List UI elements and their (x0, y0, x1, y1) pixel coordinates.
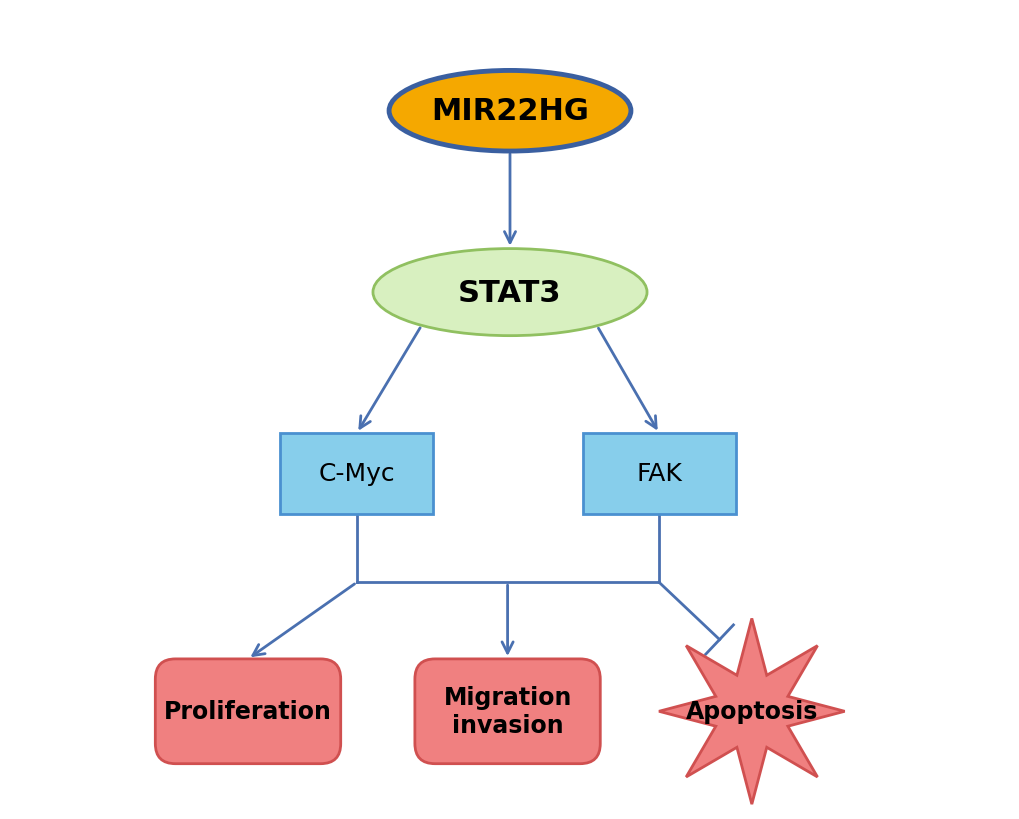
FancyBboxPatch shape (415, 659, 600, 764)
Text: Apoptosis: Apoptosis (685, 699, 817, 723)
Text: STAT3: STAT3 (458, 278, 561, 307)
Ellipse shape (373, 249, 646, 337)
Text: Proliferation: Proliferation (164, 699, 331, 723)
FancyBboxPatch shape (280, 433, 433, 514)
Ellipse shape (388, 71, 631, 152)
Text: MIR22HG: MIR22HG (431, 97, 588, 126)
Polygon shape (658, 618, 844, 804)
Text: Migration
invasion: Migration invasion (443, 686, 572, 737)
FancyBboxPatch shape (582, 433, 735, 514)
FancyBboxPatch shape (155, 659, 340, 764)
Text: C-Myc: C-Myc (318, 462, 394, 486)
Text: FAK: FAK (636, 462, 682, 486)
